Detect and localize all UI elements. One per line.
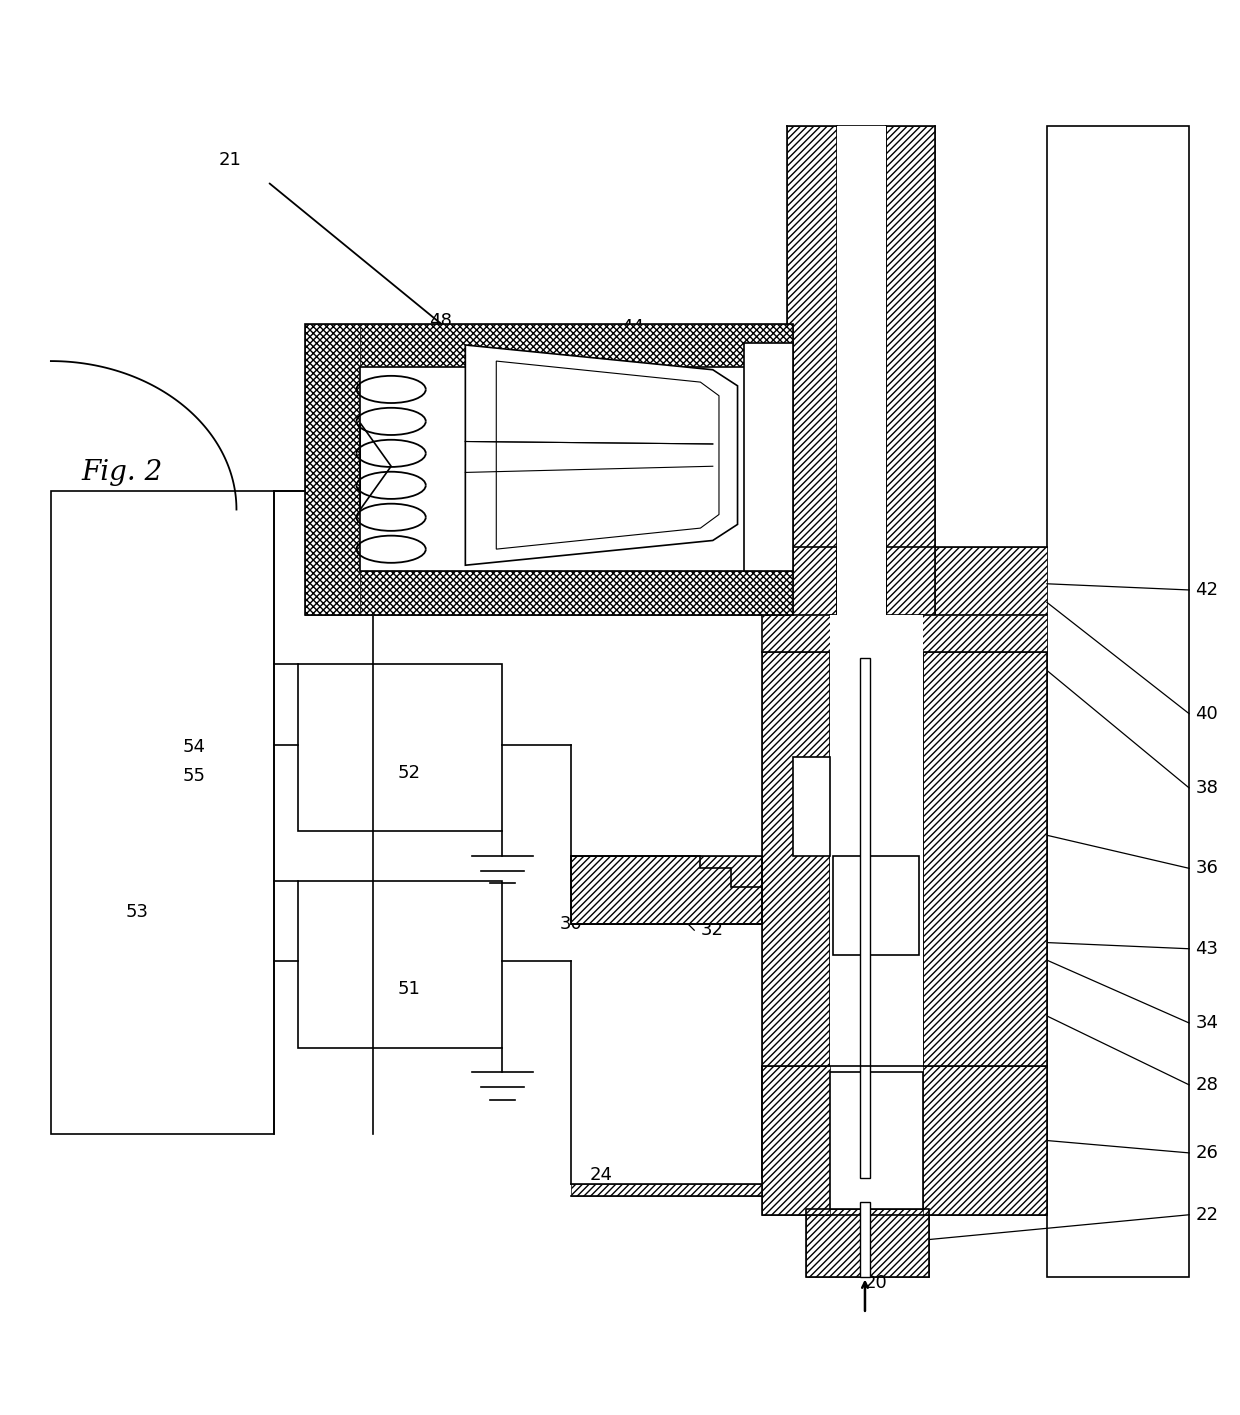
Bar xyxy=(837,126,887,634)
Polygon shape xyxy=(570,1184,763,1196)
Text: 28: 28 xyxy=(1195,1075,1218,1094)
Bar xyxy=(861,1203,870,1276)
Bar xyxy=(305,324,360,614)
Text: 55: 55 xyxy=(182,767,206,784)
Text: 21: 21 xyxy=(218,151,242,170)
Text: 20: 20 xyxy=(866,1274,888,1292)
Polygon shape xyxy=(465,345,738,565)
Text: 24: 24 xyxy=(590,1166,613,1184)
Text: 46: 46 xyxy=(553,355,575,374)
Text: 36: 36 xyxy=(1195,859,1218,877)
Bar xyxy=(570,856,763,924)
Bar xyxy=(923,614,1047,1177)
Text: 48: 48 xyxy=(429,313,453,330)
Polygon shape xyxy=(496,361,719,549)
Bar xyxy=(763,1067,1047,1214)
Bar xyxy=(305,324,794,614)
Bar xyxy=(299,880,502,1047)
Text: 40: 40 xyxy=(1195,705,1218,723)
Text: 54: 54 xyxy=(182,739,206,756)
Polygon shape xyxy=(360,423,391,509)
Bar xyxy=(806,1208,929,1276)
Text: 30: 30 xyxy=(560,916,583,932)
Bar xyxy=(787,546,1047,634)
Bar xyxy=(923,1067,1047,1214)
Text: 22: 22 xyxy=(1195,1206,1219,1224)
Bar xyxy=(305,324,794,368)
Text: 43: 43 xyxy=(1195,940,1219,958)
Bar xyxy=(763,1067,1047,1214)
Bar xyxy=(831,1073,923,1208)
Text: 44: 44 xyxy=(621,318,644,337)
Text: Fig. 2: Fig. 2 xyxy=(82,458,162,485)
Bar xyxy=(763,1067,831,1214)
Bar xyxy=(794,757,831,856)
Bar xyxy=(833,856,919,955)
Text: 32: 32 xyxy=(701,921,723,940)
Bar xyxy=(305,572,794,614)
Bar xyxy=(299,664,502,831)
Bar xyxy=(763,614,1047,652)
Text: 52: 52 xyxy=(397,764,420,781)
Bar xyxy=(806,1208,929,1276)
Text: 34: 34 xyxy=(1195,1015,1219,1032)
Bar xyxy=(360,368,750,572)
Text: 50: 50 xyxy=(306,582,330,599)
Bar xyxy=(787,126,837,634)
Text: 51: 51 xyxy=(397,981,420,998)
Bar xyxy=(831,614,923,1177)
Text: 42: 42 xyxy=(1195,582,1219,599)
Bar xyxy=(887,126,935,634)
Text: 38: 38 xyxy=(1195,778,1218,797)
Bar xyxy=(837,553,887,627)
Bar xyxy=(861,658,870,1177)
Text: 53: 53 xyxy=(125,903,148,921)
Text: 26: 26 xyxy=(1195,1143,1218,1162)
Bar xyxy=(763,614,831,1177)
Polygon shape xyxy=(570,856,763,924)
Bar xyxy=(744,342,794,572)
Bar xyxy=(51,491,274,1135)
Bar xyxy=(1047,126,1189,1276)
